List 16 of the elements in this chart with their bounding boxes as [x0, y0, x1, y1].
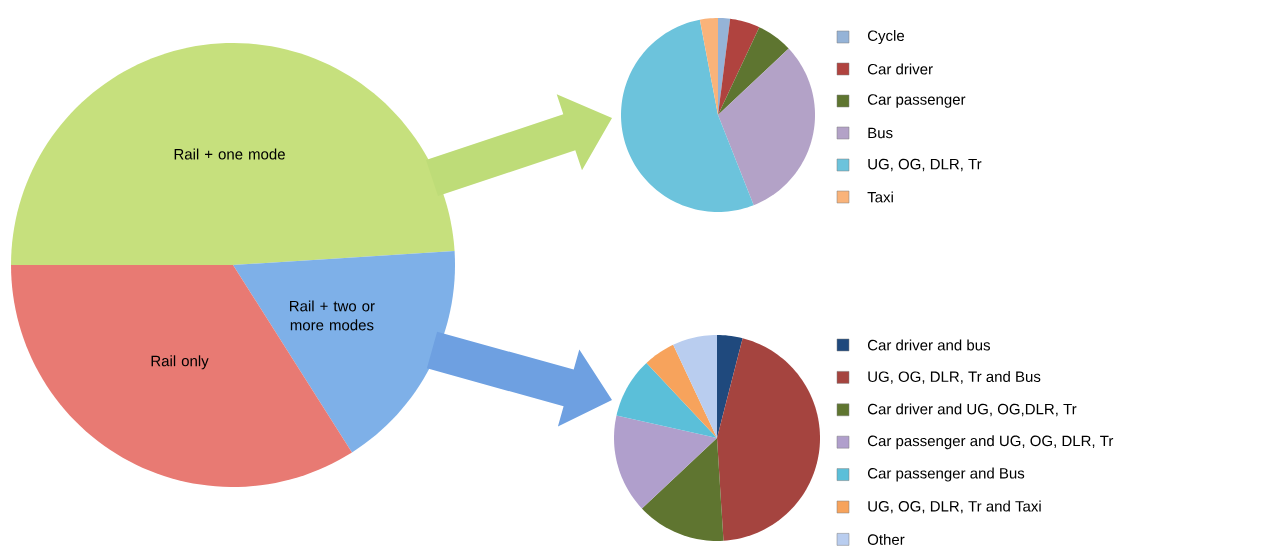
legend-label: Car driver: [867, 63, 933, 75]
legend-label: UG, OG, DLR, Tr: [868, 158, 982, 172]
legend-label: UG, OG, DLR, Tr and Taxi: [868, 500, 1041, 514]
legend-label: Cycle: [867, 30, 905, 44]
legend-label: Car passenger and UG, OG, DLR, Tr: [867, 435, 1114, 450]
legend-label: Bus: [868, 127, 893, 139]
slice-label: Rail + two or more modes: [290, 300, 375, 331]
legend-label: Car driver and UG, OG,DLR, Tr: [867, 403, 1077, 417]
legend-label: Car driver and bus: [867, 339, 991, 351]
slice-label: Rail + one mode: [174, 148, 285, 160]
legend-label: Other: [867, 533, 905, 545]
slice-label: Rail only: [151, 355, 209, 370]
legend-label: Car passenger and Bus: [867, 467, 1025, 482]
legend-label: UG, OG, DLR, Tr and Bus: [868, 371, 1041, 384]
legend-label: Taxi: [867, 191, 893, 203]
legend-label: Car passenger: [867, 94, 966, 108]
